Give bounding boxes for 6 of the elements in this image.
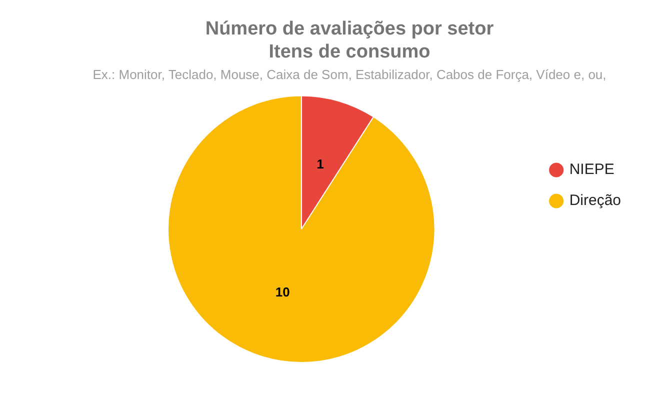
data-label: 10	[275, 284, 290, 300]
chart-title: Número de avaliações por setor Itens de consumo	[205, 18, 494, 62]
chart-subtitle: Ex.: Monitor, Teclado, Mouse, Caixa de Som, Estabilizador, Cabos de Força, Vídeo e, ou,	[92, 66, 606, 82]
data-label: 1	[316, 156, 324, 172]
legend-label: Direção	[569, 192, 621, 210]
legend-label: NIEPE	[569, 161, 614, 178]
